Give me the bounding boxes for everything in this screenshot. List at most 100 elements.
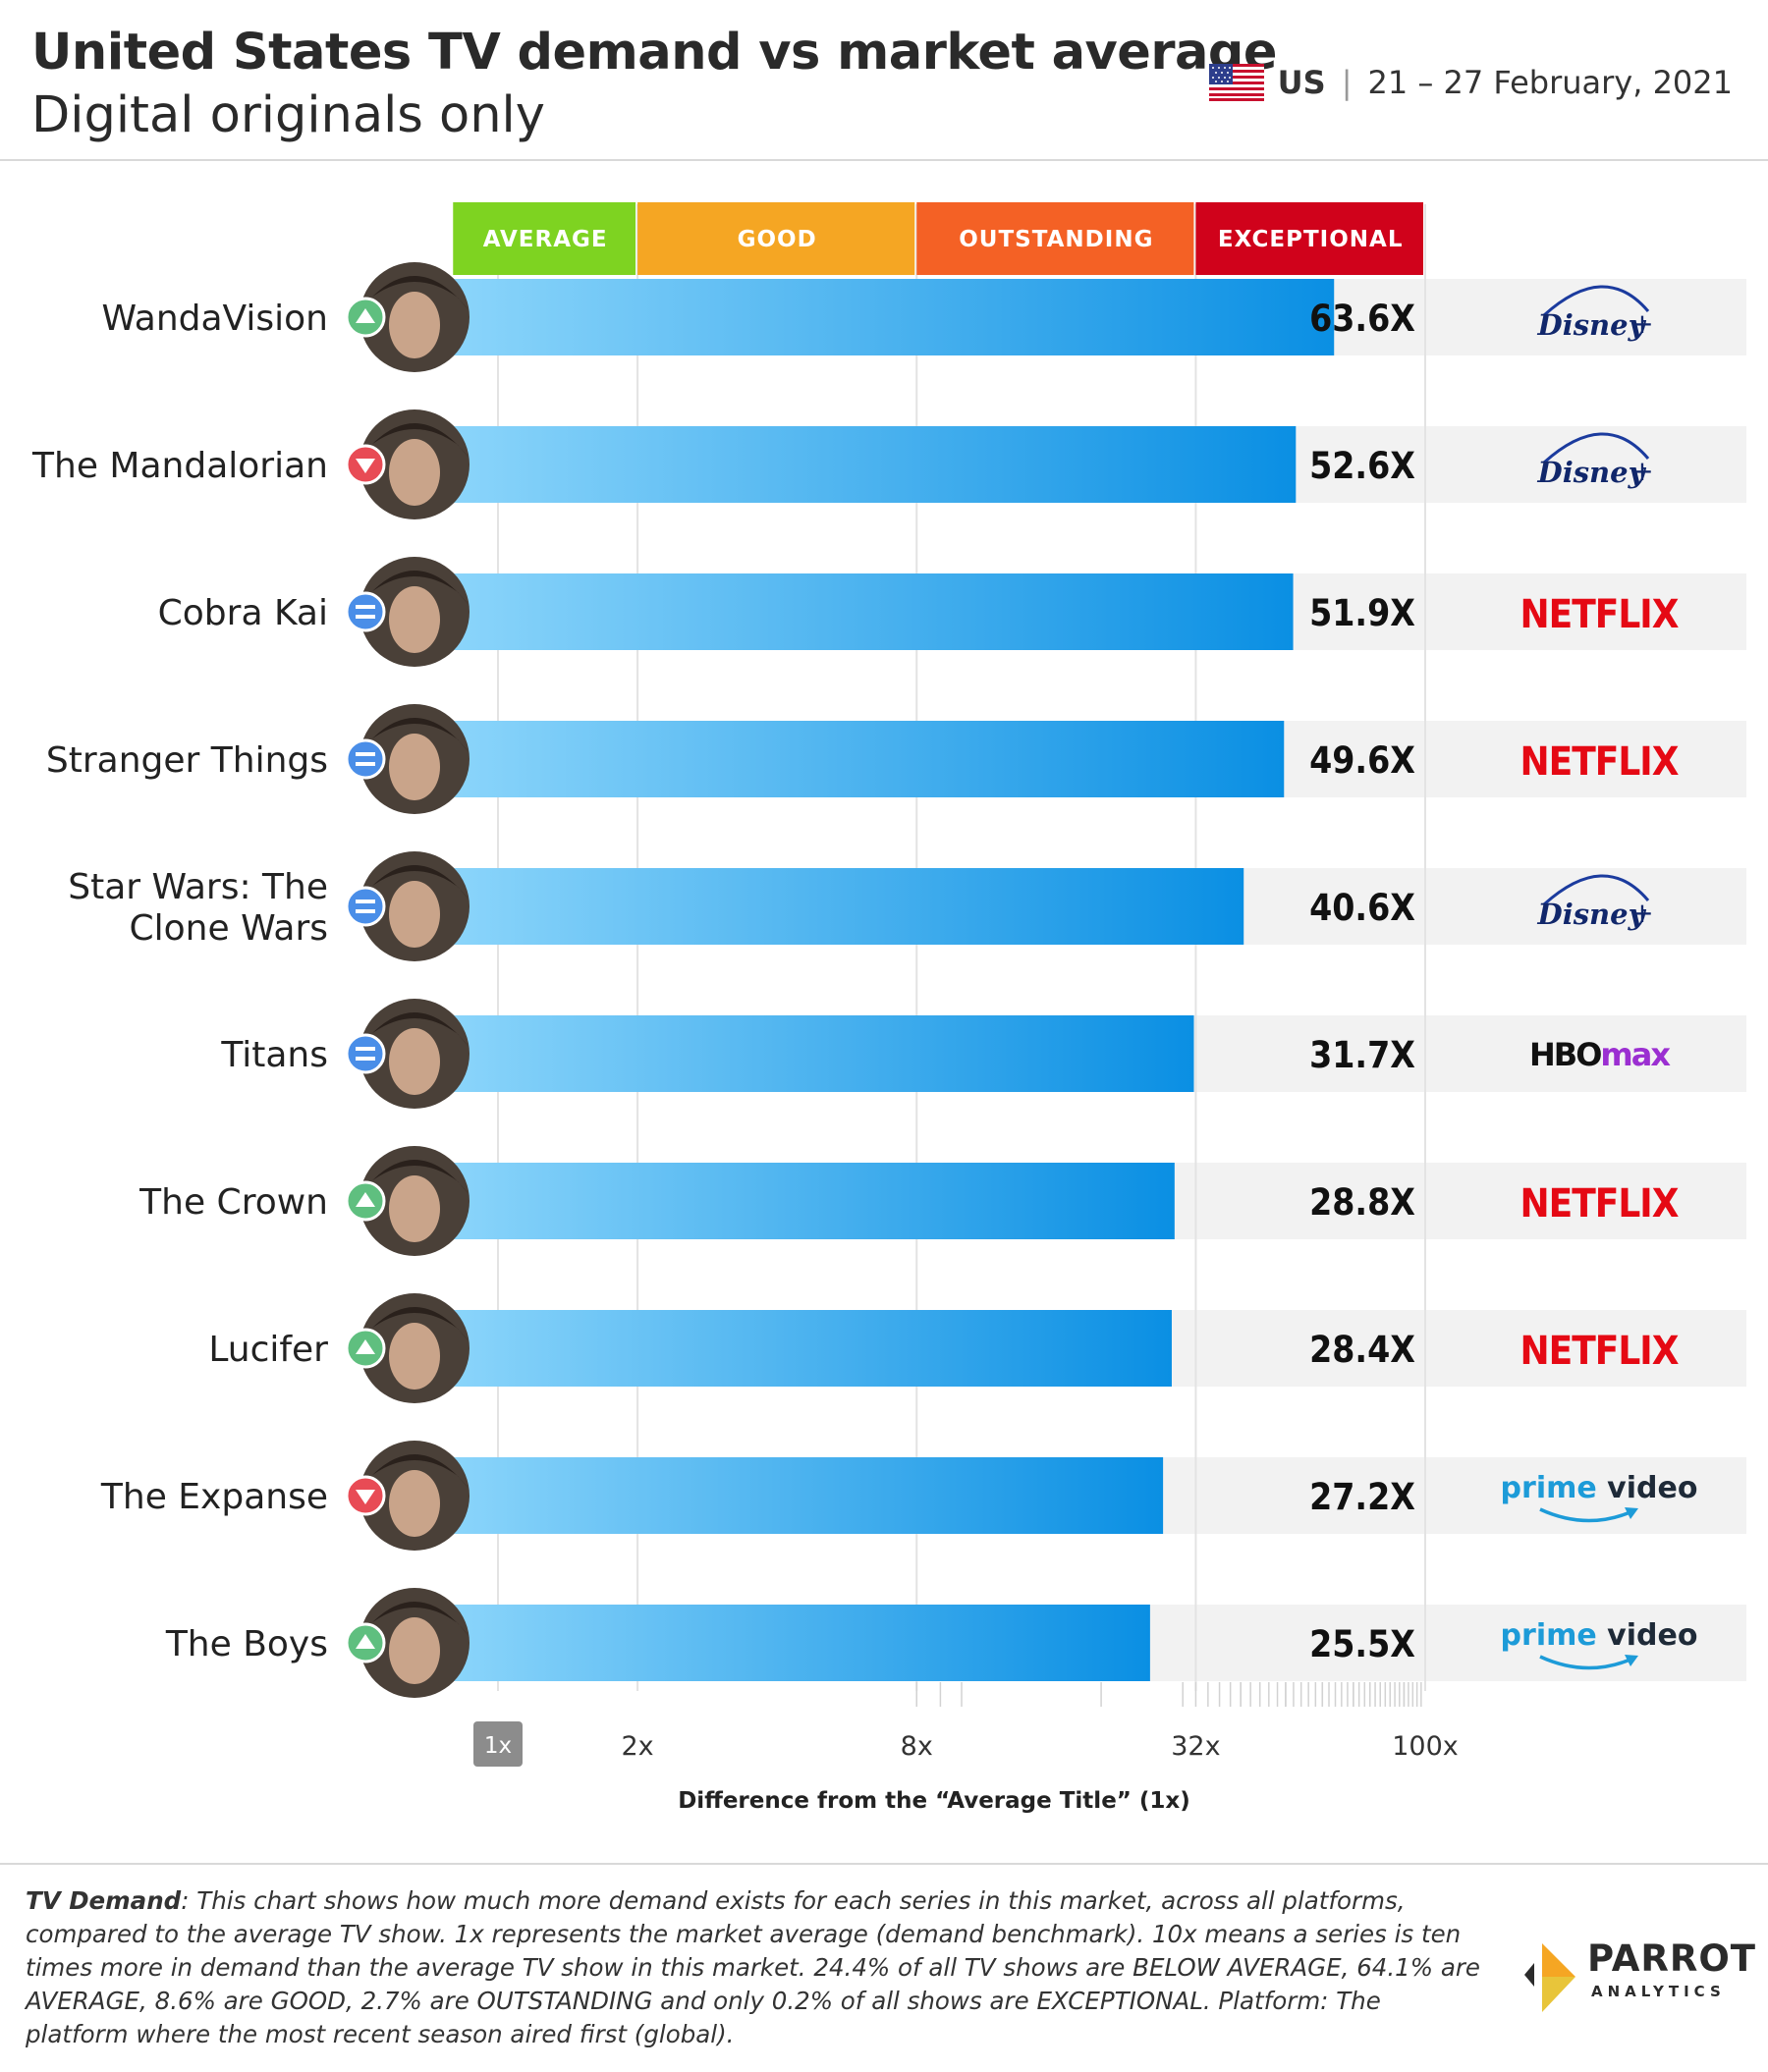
avatar-hair: [359, 1307, 470, 1342]
band-label-average: AVERAGE: [483, 227, 608, 252]
trend-bar: [356, 605, 375, 609]
demand-chart: AVERAGE GOOD OUTSTANDING EXCEPTIONAL WandaV…: [31, 202, 1746, 1814]
trend-up-icon: [345, 1328, 386, 1369]
value-label-titans: 31.7X: [1309, 1034, 1415, 1076]
avatar-face: [389, 1617, 440, 1684]
band-outstanding: [916, 202, 1194, 275]
trend-circle: [345, 1033, 386, 1074]
disney-wordmark: Disney: [1537, 308, 1647, 342]
value-cell: [1243, 1310, 1426, 1387]
bar-stranger-things: [439, 721, 1285, 797]
trend-down-icon: [345, 444, 386, 485]
avatar-face: [389, 1323, 440, 1390]
avatar-face: [389, 1470, 440, 1537]
netflix-wordmark: NETFLIX: [1520, 1181, 1680, 1227]
avatar-lucifer: [359, 1293, 470, 1403]
avatar-face: [389, 1028, 440, 1095]
avatar-hair: [359, 1012, 470, 1048]
band-label-exceptional: EXCEPTIONAL: [1218, 227, 1404, 252]
disney-plus: +: [1630, 455, 1653, 487]
avatar-face: [389, 439, 440, 506]
chart-footer: TV Demand: This chart shows how much mor…: [0, 1863, 1768, 2072]
bar-the-boys: [439, 1605, 1150, 1681]
market-meta: US | 21 – 27 February, 2021: [1208, 63, 1733, 102]
avatar-the-boys: [359, 1588, 470, 1698]
avatar-hair: [359, 718, 470, 753]
value-cell: [1243, 1457, 1426, 1534]
row-title-line: Star Wars: The: [68, 867, 328, 907]
prime-part: prime: [1501, 1471, 1608, 1505]
tick-label-32x: 32x: [1171, 1731, 1220, 1762]
value-label-the-expanse: 27.2X: [1309, 1476, 1415, 1518]
row-title-the-mandalorian: The Mandalorian: [31, 446, 328, 486]
platform-logo-disney: Disney+: [1537, 432, 1654, 489]
platform-logo-prime: prime video: [1501, 1618, 1697, 1670]
netflix-wordmark: NETFLIX: [1520, 739, 1680, 785]
bar-titans: [439, 1015, 1194, 1092]
trend-down-icon: [345, 1475, 386, 1516]
trend-bar: [356, 762, 375, 766]
trend-circle: [345, 886, 386, 927]
avatar-hair: [359, 865, 470, 900]
bar-star-wars-the-clone-wars: [439, 868, 1244, 945]
tick-label-100x: 100x: [1392, 1731, 1459, 1762]
value-label-the-mandalorian: 52.6X: [1309, 445, 1415, 487]
avatar-titans: [359, 999, 470, 1109]
disney-wordmark: Disney: [1537, 898, 1647, 931]
platform-logo-disney: Disney+: [1537, 285, 1654, 342]
row-title-the-expanse: The Expanse: [100, 1477, 328, 1517]
disney-wordmark: Disney: [1537, 456, 1647, 489]
prime-wordmark: prime video: [1501, 1471, 1698, 1505]
chart-header: United States TV demand vs market averag…: [0, 0, 1768, 161]
trend-bar: [356, 752, 375, 756]
bar-the-expanse: [439, 1457, 1164, 1534]
disney-plus: +: [1630, 307, 1653, 340]
prime-smile: [1539, 1655, 1633, 1670]
band-good: [637, 202, 915, 275]
platform-logo-disney: Disney+: [1537, 874, 1654, 931]
bar-lucifer: [439, 1310, 1172, 1387]
date-range: 21 – 27 February, 2021: [1367, 64, 1733, 101]
trend-bar: [356, 615, 375, 619]
trend-same-icon: [345, 591, 386, 632]
platform-logo-netflix: NETFLIX: [1520, 1181, 1681, 1227]
platform-logo-netflix: NETFLIX: [1520, 592, 1681, 637]
minor-ticks: [915, 1682, 1422, 1707]
avatar-the-expanse: [359, 1441, 470, 1551]
avatar-hair: [359, 276, 470, 311]
netflix-wordmark: NETFLIX: [1520, 592, 1680, 637]
trend-same-icon: [345, 1033, 386, 1074]
value-label-the-boys: 25.5X: [1309, 1623, 1415, 1665]
tick-label-2x: 2x: [622, 1731, 654, 1762]
value-cell: [1243, 868, 1426, 945]
brand-name: PARROT: [1587, 1937, 1757, 1980]
tick-label-1x: 1x: [484, 1733, 512, 1759]
value-label-star-wars-the-clone-wars: 40.6X: [1309, 887, 1415, 929]
footnote-label: TV Demand: [26, 1886, 182, 1915]
country-code: US: [1277, 64, 1326, 101]
trend-bar: [356, 900, 375, 903]
avatar-hair: [359, 1160, 470, 1195]
trend-same-icon: [345, 738, 386, 780]
bar-wandavision: [439, 279, 1335, 355]
brand-logo: PARROT ANALYTICS: [1511, 1937, 1755, 2016]
trend-arrow: [356, 1192, 375, 1207]
prime-smile: [1539, 1507, 1633, 1523]
trend-up-icon: [345, 1180, 386, 1222]
row-title-the-boys: The Boys: [165, 1624, 328, 1664]
footnote: TV Demand: This chart shows how much mor…: [26, 1884, 1489, 2051]
bar-the-mandalorian: [439, 426, 1297, 503]
row-title-the-crown: The Crown: [138, 1182, 328, 1223]
bar-cobra-kai: [439, 573, 1294, 650]
band-exceptional: [1195, 202, 1423, 275]
footnote-text: : This chart shows how much more demand …: [26, 1886, 1480, 2048]
trend-up-icon: [345, 297, 386, 338]
platform-logo-prime: prime video: [1501, 1471, 1698, 1523]
brand-subtitle: ANALYTICS: [1591, 1983, 1726, 2000]
hbomax-part: max: [1600, 1036, 1671, 1073]
platform-logo-hbomax: HBOmax: [1529, 1036, 1673, 1073]
row-title-titans: Titans: [220, 1035, 328, 1075]
row-title-line: Clone Wars: [130, 908, 328, 949]
avatar-face: [389, 881, 440, 948]
